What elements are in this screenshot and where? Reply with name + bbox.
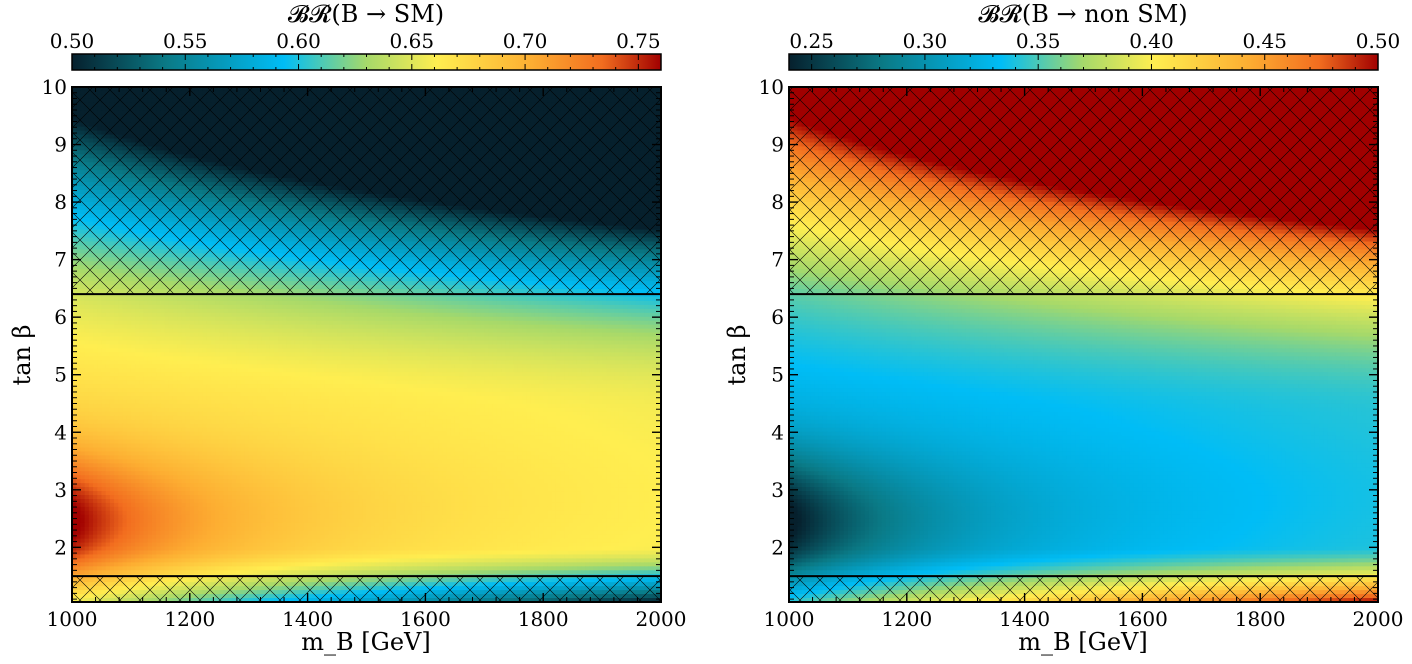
colorbar-left-ticklabels: 0.50 0.55 0.60 0.65 0.70 0.75 — [50, 29, 661, 53]
colorbar-tick-label: 0.60 — [276, 29, 321, 53]
colorbar-tick-label: 0.55 — [163, 29, 208, 53]
panel-left: 𝓑𝓡(B → SM) 0.50 0.55 0.60 0.65 0.70 0.75 1000… — [8, 0, 686, 656]
colorbar-tick-label: 0.70 — [503, 29, 548, 53]
colorbar-tick-label: 0.65 — [390, 29, 435, 53]
colorbar-title-left: 𝓑𝓡(B → SM) — [288, 0, 444, 28]
colorbar-left-ticks — [71, 54, 662, 70]
colorbar-tick-label: 0.75 — [616, 29, 661, 53]
colorbar-tick-label: 0.50 — [50, 29, 95, 53]
